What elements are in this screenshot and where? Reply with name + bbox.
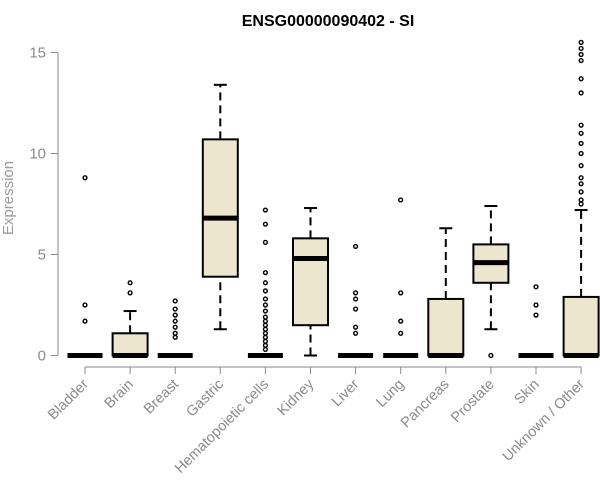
outlier-point xyxy=(533,284,539,290)
x-tick-label: Liver xyxy=(329,376,363,410)
x-tick-label: Lung xyxy=(373,377,407,411)
outlier-point xyxy=(578,90,584,96)
outlier-point xyxy=(398,330,404,336)
outlier-point xyxy=(262,314,268,320)
outlier-point xyxy=(578,189,584,195)
outlier-point xyxy=(172,306,178,312)
outlier-point xyxy=(578,122,584,128)
outlier-point xyxy=(262,322,268,328)
outlier-point xyxy=(172,334,178,340)
x-tick-label: Skin xyxy=(512,377,543,408)
y-axis-label: Expression xyxy=(0,161,17,235)
outlier-point xyxy=(262,308,268,314)
box-group xyxy=(518,284,554,358)
outlier-point xyxy=(262,221,268,227)
outlier-point xyxy=(262,318,268,324)
outlier-point xyxy=(488,352,494,359)
x-tick-label: Unknown / Other xyxy=(500,376,588,464)
outlier-point xyxy=(578,175,584,181)
outlier-point xyxy=(353,243,359,250)
x-tick-label: Bladder xyxy=(45,376,92,423)
outlier-point xyxy=(578,150,584,157)
outlier-point xyxy=(578,201,584,207)
outlier-point xyxy=(262,346,268,353)
box-group xyxy=(201,83,239,331)
box-group xyxy=(157,298,193,358)
outlier-point xyxy=(353,296,359,302)
outlier-point xyxy=(578,181,584,187)
x-tick-label: Breast xyxy=(141,377,182,418)
outlier-point xyxy=(398,290,404,296)
outlier-point xyxy=(262,326,268,332)
outlier-point xyxy=(82,175,88,181)
outlier-point xyxy=(262,330,268,336)
outlier-point xyxy=(398,318,404,324)
outlier-point xyxy=(172,324,178,330)
outlier-point xyxy=(353,306,359,312)
box-group xyxy=(111,280,149,358)
outlier-point xyxy=(578,76,584,82)
outlier-point xyxy=(262,302,268,308)
box-group xyxy=(67,175,103,358)
box-group xyxy=(562,39,600,358)
box-body xyxy=(111,332,149,357)
outlier-point xyxy=(533,302,539,308)
outlier-point xyxy=(172,318,178,324)
outlier-point xyxy=(578,163,584,169)
outlier-point xyxy=(353,290,359,296)
box-group xyxy=(427,227,465,358)
box-group xyxy=(472,205,510,359)
box-group xyxy=(383,197,419,358)
outlier-point xyxy=(353,330,359,336)
x-tick-label: Kidney xyxy=(275,376,318,419)
outlier-point xyxy=(262,207,268,213)
outlier-point xyxy=(262,270,268,276)
outlier-point xyxy=(262,334,268,340)
chart-title: ENSG00000090402 - SI xyxy=(242,13,415,30)
outlier-point xyxy=(578,39,584,45)
outlier-point xyxy=(127,280,133,286)
outlier-point xyxy=(578,140,584,146)
outlier-point xyxy=(262,239,268,245)
x-tick-label: Pancreas xyxy=(398,377,453,432)
outlier-point xyxy=(262,280,268,286)
outlier-point xyxy=(82,302,88,308)
y-tick-label: 5 xyxy=(38,247,46,264)
outlier-point xyxy=(262,288,268,294)
y-tick-label: 15 xyxy=(29,45,46,62)
box-group xyxy=(338,243,374,358)
y-tick-label: 0 xyxy=(38,348,46,365)
box-body xyxy=(292,237,329,327)
outlier-point xyxy=(578,51,584,58)
x-tick-label: Prostate xyxy=(448,377,497,426)
outlier-point xyxy=(172,298,178,304)
outlier-point xyxy=(262,342,268,348)
y-tick-label: 10 xyxy=(29,146,46,163)
outlier-point xyxy=(578,45,584,52)
box-group xyxy=(292,207,329,357)
outlier-point xyxy=(82,318,88,324)
outlier-point xyxy=(172,330,178,336)
box-body xyxy=(427,297,465,357)
box-body xyxy=(201,138,239,278)
box-series xyxy=(67,39,600,359)
outlier-point xyxy=(172,312,178,318)
x-tick-label: Gastric xyxy=(183,377,227,421)
y-axis: 0 5 10 15 xyxy=(29,45,59,365)
outlier-point xyxy=(398,197,404,203)
box-group xyxy=(247,207,283,358)
outlier-point xyxy=(353,324,359,330)
outlier-point xyxy=(578,57,584,64)
outlier-point xyxy=(578,130,584,136)
outlier-point xyxy=(578,197,584,203)
outlier-point xyxy=(127,290,133,296)
x-tick-label: Brain xyxy=(102,377,137,412)
outlier-point xyxy=(262,296,268,302)
outlier-point xyxy=(262,338,268,344)
box-body xyxy=(562,295,600,357)
outlier-point xyxy=(533,312,539,318)
